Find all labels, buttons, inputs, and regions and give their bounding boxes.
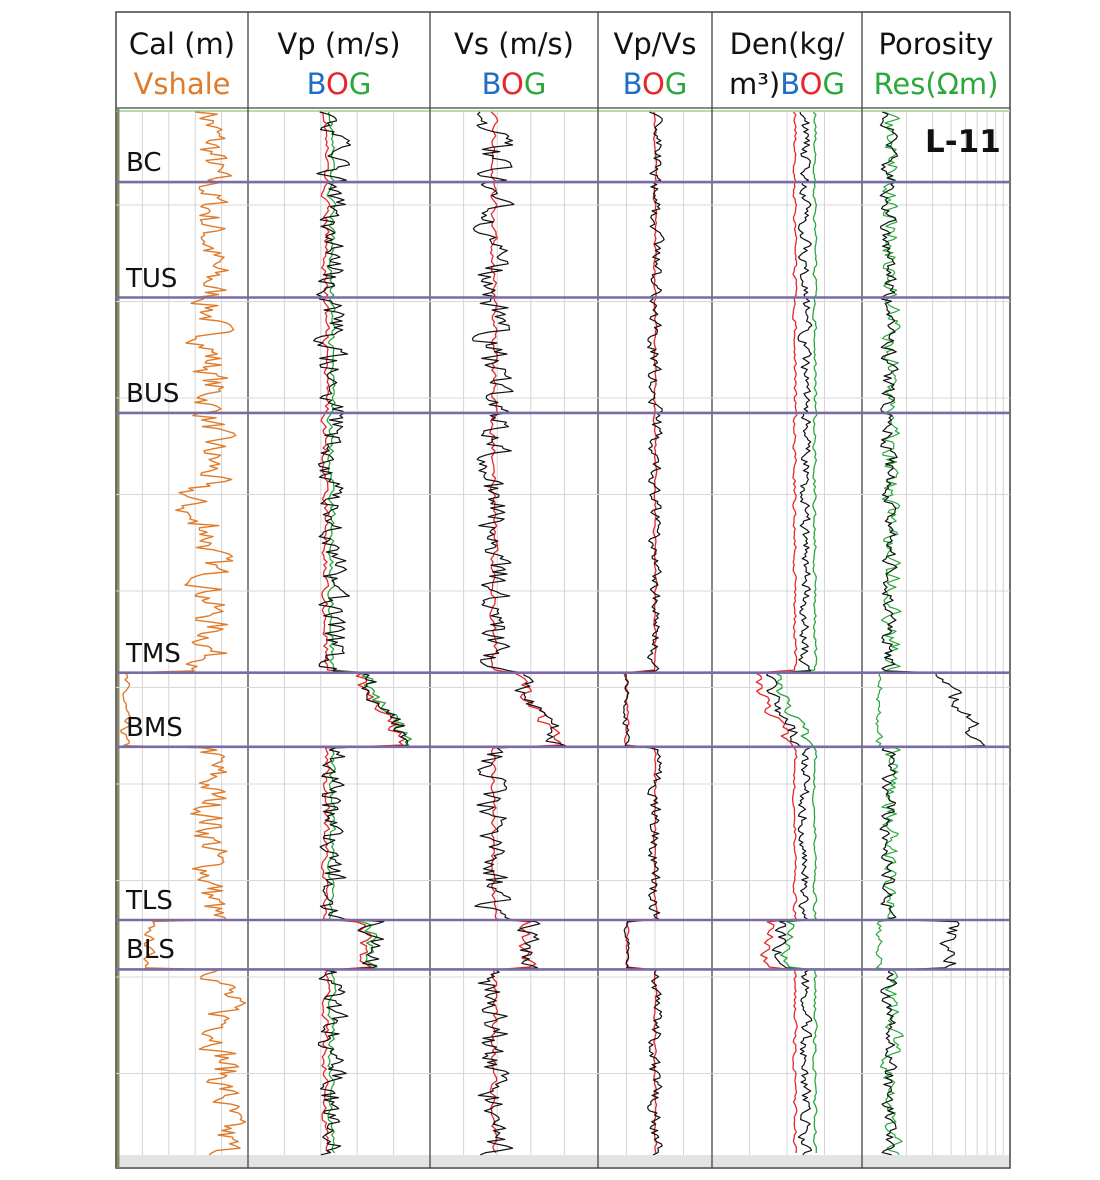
track-legend-token: B <box>481 67 502 101</box>
den-curve <box>766 111 813 1156</box>
track-legend-token: G <box>348 67 372 101</box>
formation-label-bms: BMS <box>126 712 183 743</box>
track-title-vp: Vp (m/s) <box>277 27 401 61</box>
track-legend-token: O <box>642 67 665 101</box>
vp-fluid-g-curve <box>326 111 412 1154</box>
bottom-band <box>117 1155 1009 1167</box>
track-legend-token: O <box>501 67 524 101</box>
track-legend-token: Res(Ωm) <box>873 67 999 101</box>
den-fluid-g-curve <box>774 111 818 1154</box>
formation-label-bc: BC <box>126 148 162 179</box>
track-subtitle-por: Res(Ωm) <box>862 64 1010 104</box>
track-title-vs: Vs (m/s) <box>454 27 574 61</box>
track-subtitle-vpvs: BOG <box>598 64 712 104</box>
track-legend-token: G <box>523 67 547 101</box>
track-legend-token: G <box>822 67 845 101</box>
track-title-vpvs: Vp/Vs <box>613 27 697 61</box>
formation-label-bus: BUS <box>126 378 180 409</box>
formation-label-bls: BLS <box>126 935 175 966</box>
track-header-vpvs: Vp/Vs BOG <box>598 24 712 104</box>
track-title-cal: Cal (m) <box>128 27 236 61</box>
track-legend-token: G <box>664 67 688 101</box>
vp-fluid-o-curve <box>320 111 406 1154</box>
track-header-cal: Cal (m) Vshale <box>116 24 248 104</box>
formation-label-tms: TMS <box>126 638 181 669</box>
formation-label-tus: TUS <box>126 263 178 294</box>
vs-curve <box>471 111 566 1156</box>
vs-fluid-o-curve <box>489 111 562 1154</box>
track-legend-token: B <box>306 67 327 101</box>
vpvs-curve <box>622 111 665 1156</box>
track-title-por: Porosity <box>878 27 994 61</box>
vp-curve <box>313 111 409 1156</box>
formation-label-tls: TLS <box>126 886 173 916</box>
track-subtitle-vs: BOG <box>430 64 598 104</box>
track-subtitle-den: m³)BOG <box>712 64 862 104</box>
track-subtitle-cal: Vshale <box>116 64 248 104</box>
well-name: L-11 <box>925 124 1001 160</box>
den-fluid-o-curve <box>754 111 798 1154</box>
track-header-vp: Vp (m/s) BOG <box>248 24 430 104</box>
track-legend-token: B <box>780 67 800 101</box>
plot-frame <box>115 11 1011 1169</box>
track-legend-token: O <box>326 67 349 101</box>
track-legend-token: m³) <box>729 67 781 101</box>
vpvs-fluid-o-curve <box>623 111 658 1154</box>
track-legend-token: O <box>799 67 823 101</box>
porosity-curve <box>879 111 986 1156</box>
vshale-curve <box>120 111 247 1156</box>
track-title-den: Den(kg/ <box>729 27 845 61</box>
track-legend-token: Vshale <box>133 67 231 101</box>
track-header-vs: Vs (m/s) BOG <box>430 24 598 104</box>
track-subtitle-vp: BOG <box>248 64 430 104</box>
track-legend-token: B <box>622 67 643 101</box>
res-curve <box>875 111 904 1156</box>
track-header-den: Den(kg/m³)BOG <box>712 24 862 104</box>
track-header-por: Porosity Res(Ωm) <box>862 24 1010 104</box>
